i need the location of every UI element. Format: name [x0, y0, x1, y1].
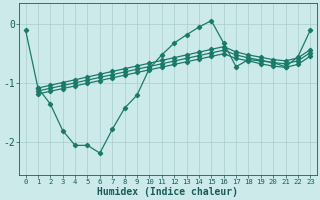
X-axis label: Humidex (Indice chaleur): Humidex (Indice chaleur): [98, 186, 238, 197]
